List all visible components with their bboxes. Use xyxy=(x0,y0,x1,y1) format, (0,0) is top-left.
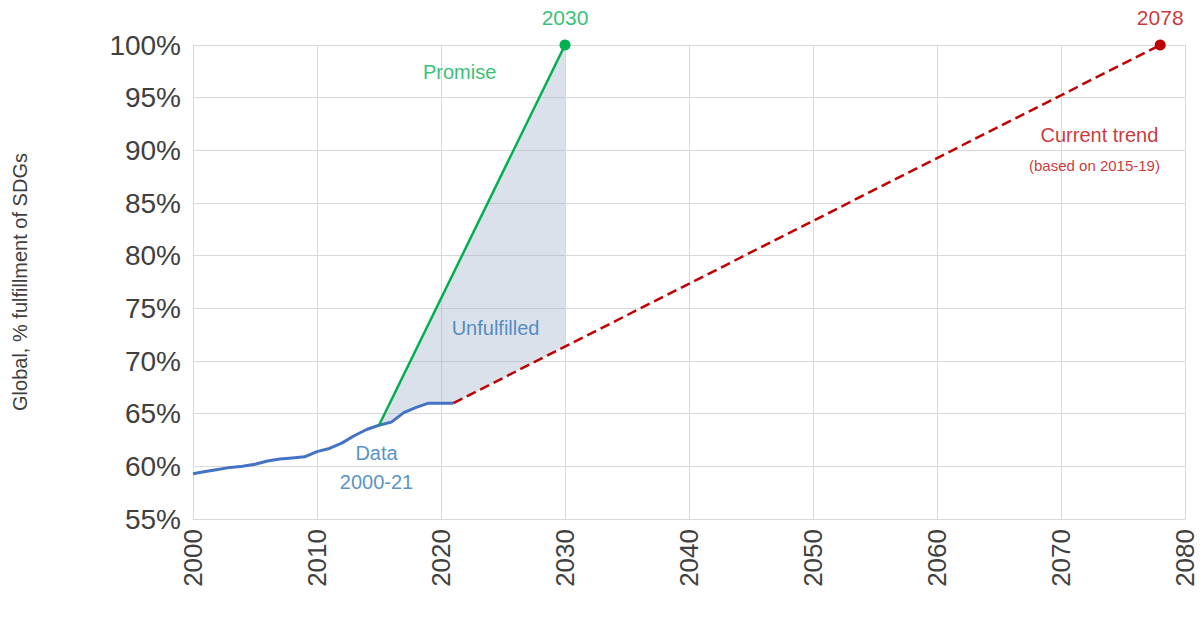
svg-text:60%: 60% xyxy=(125,451,181,482)
svg-text:Promise: Promise xyxy=(423,61,496,83)
svg-text:2080: 2080 xyxy=(1170,529,1200,587)
svg-text:95%: 95% xyxy=(125,82,181,113)
svg-text:2030: 2030 xyxy=(542,6,589,29)
svg-text:2000-21: 2000-21 xyxy=(340,471,413,493)
svg-text:Data: Data xyxy=(355,442,398,464)
svg-text:2078: 2078 xyxy=(1137,6,1184,29)
svg-text:2050: 2050 xyxy=(798,529,828,587)
svg-text:2070: 2070 xyxy=(1046,529,1076,587)
svg-text:85%: 85% xyxy=(125,188,181,219)
svg-text:Global, % fulfillment of SDGs: Global, % fulfillment of SDGs xyxy=(9,153,31,411)
svg-text:2020: 2020 xyxy=(426,529,456,587)
svg-text:70%: 70% xyxy=(125,346,181,377)
svg-text:65%: 65% xyxy=(125,398,181,429)
svg-text:Current trend: Current trend xyxy=(1041,124,1159,146)
svg-text:2010: 2010 xyxy=(302,529,332,587)
svg-text:100%: 100% xyxy=(109,30,181,61)
svg-text:75%: 75% xyxy=(125,293,181,324)
svg-text:Unfulfilled: Unfulfilled xyxy=(452,317,540,339)
svg-text:2000: 2000 xyxy=(178,529,208,587)
svg-text:2060: 2060 xyxy=(922,529,952,587)
svg-text:(based on 2015-19): (based on 2015-19) xyxy=(1029,157,1160,174)
svg-text:2030: 2030 xyxy=(550,529,580,587)
svg-text:55%: 55% xyxy=(125,504,181,535)
svg-text:90%: 90% xyxy=(125,135,181,166)
svg-text:80%: 80% xyxy=(125,240,181,271)
svg-text:2040: 2040 xyxy=(674,529,704,587)
